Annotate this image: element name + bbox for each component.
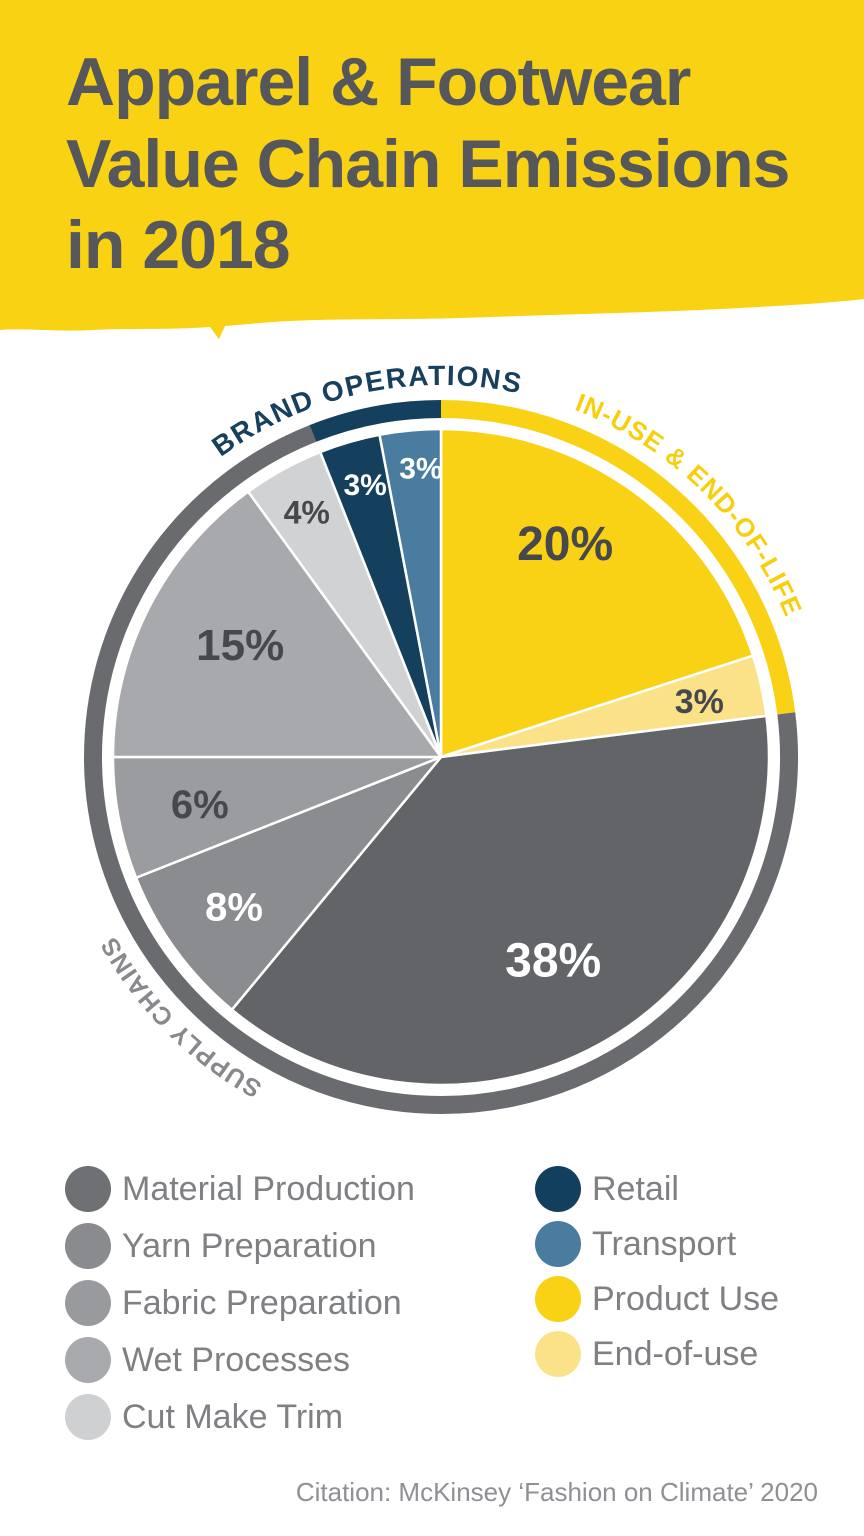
legend-color-dot-wet-processes xyxy=(65,1337,111,1383)
legend-item-wet-processes: Wet Processes xyxy=(65,1337,415,1383)
legend-label: Fabric Preparation xyxy=(122,1283,402,1322)
page-title: Apparel & Footwear Value Chain Emissions… xyxy=(66,44,790,284)
legend-label: Product Use xyxy=(592,1279,780,1318)
legend-item-fabric-preparation: Fabric Preparation xyxy=(65,1280,415,1326)
slice-label-yarn-preparation: 8% xyxy=(205,885,263,929)
legend-color-dot-product-use xyxy=(535,1276,581,1322)
legend-color-dot-retail xyxy=(535,1166,581,1212)
legend-item-yarn-preparation: Yarn Preparation xyxy=(65,1223,415,1269)
pie-slice-transport xyxy=(378,427,443,759)
legend-item-product-use: Product Use xyxy=(535,1276,779,1322)
legend-label: End-of-use xyxy=(592,1334,759,1373)
citation: Citation: McKinsey ‘Fashion on Climate’ … xyxy=(295,1477,818,1507)
legend-color-dot-fabric-preparation xyxy=(65,1280,111,1326)
legend-color-dot-cut-make-trim xyxy=(65,1394,111,1440)
slice-label-cut-make-trim: 4% xyxy=(284,495,330,531)
legend-color-dot-yarn-preparation xyxy=(65,1223,111,1269)
slice-label-material-production: 38% xyxy=(505,935,601,988)
slice-label-transport: 3% xyxy=(399,453,442,486)
group-arc-in-use-end-of-life xyxy=(440,400,796,715)
legend-item-retail: Retail xyxy=(535,1166,779,1212)
legend-color-dot-transport xyxy=(535,1221,581,1267)
torn-paper-banner xyxy=(0,0,864,339)
pie-slice-material-production xyxy=(230,714,771,1087)
legend-label: Transport xyxy=(592,1224,737,1263)
legend-label: Yarn Preparation xyxy=(122,1226,377,1265)
group-arc-brand-operations xyxy=(309,400,442,442)
torn-paper-edge xyxy=(0,0,864,339)
legend-label: Wet Processes xyxy=(122,1340,351,1379)
legend-left-column: Material Production Yarn Preparation Fabri… xyxy=(65,1166,415,1440)
legend-label: Material Production xyxy=(122,1169,415,1208)
group-arc-supply-chains xyxy=(84,425,798,1114)
header-banner: Apparel & Footwear Value Chain Emissions… xyxy=(0,0,864,345)
pie-slice-fabric-preparation xyxy=(111,755,443,879)
legend-label: Retail xyxy=(592,1169,679,1208)
slice-label-end-of-use: 3% xyxy=(675,683,724,721)
slice-label-fabric-preparation: 6% xyxy=(171,783,229,827)
legend-color-dot-material-production xyxy=(65,1166,111,1212)
legend-item-cut-make-trim: Cut Make Trim xyxy=(65,1394,415,1440)
pie-slice-product-use xyxy=(439,427,755,759)
pie-slice-wet-processes xyxy=(111,490,443,759)
slice-label-retail: 3% xyxy=(343,469,386,502)
legend-right-column: Retail Transport Product Use End-of-use xyxy=(535,1166,779,1377)
pie-slice-yarn-preparation xyxy=(134,755,443,1011)
legend-item-material-production: Material Production xyxy=(65,1166,415,1212)
legend-item-transport: Transport xyxy=(535,1221,779,1267)
slice-label-product-use: 20% xyxy=(517,518,613,571)
legend-label: Cut Make Trim xyxy=(122,1397,344,1436)
legend-item-end-of-use: End-of-use xyxy=(535,1331,779,1377)
legend-color-dot-end-of-use xyxy=(535,1331,581,1377)
slice-label-wet-processes: 15% xyxy=(196,621,284,670)
